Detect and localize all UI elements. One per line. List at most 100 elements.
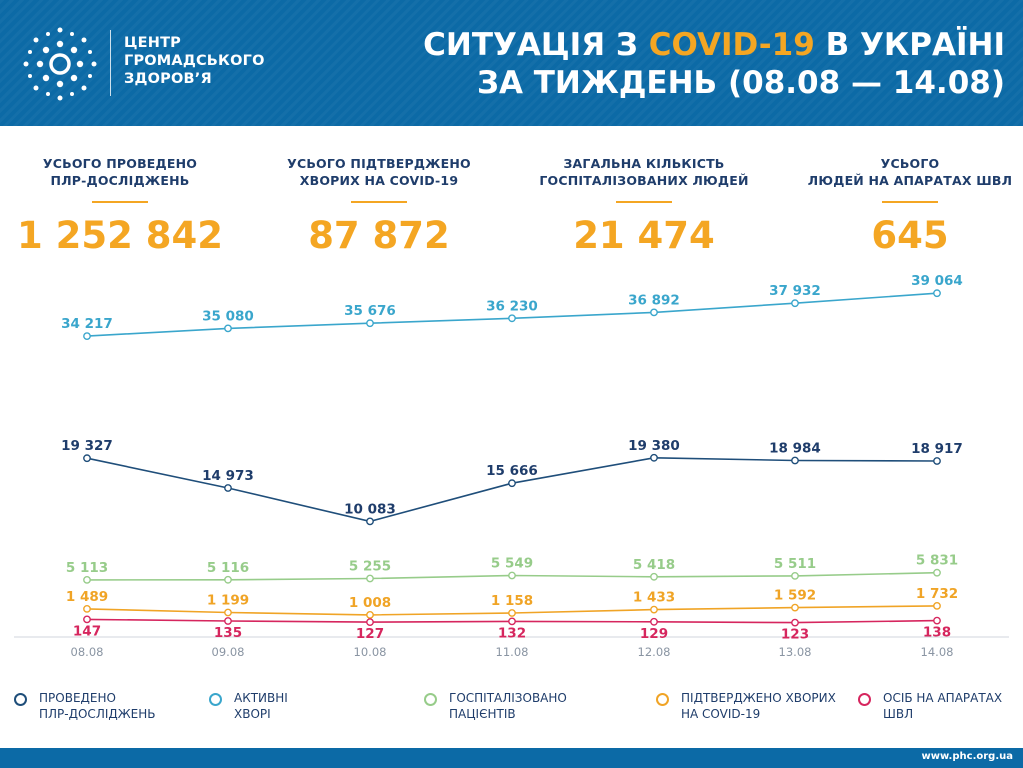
x-tick-label: 11.08	[496, 645, 529, 659]
x-axis-ticks: 08.08 09.08 10.08 11.08 12.08 13.08 14.08	[71, 645, 954, 659]
stat-divider	[616, 201, 672, 203]
data-label: 18 917	[911, 441, 963, 457]
stat-label-line: УСЬОГО ПРОВЕДЕНО	[42, 156, 198, 171]
data-point	[650, 572, 658, 581]
data-point	[650, 617, 658, 626]
legend-label-line: НА COVID-19	[681, 707, 761, 721]
title-accent: COVID-19	[648, 27, 815, 63]
stat-label-line: УСЬОГО ПІДТВЕРДЖЕНО	[287, 156, 471, 171]
legend-label: ОСІБ НА АПАРАТАХ ШВЛ	[883, 690, 1002, 722]
series-2: 5 113 5 116 5 255 5 549 5 418 5 511 5 831	[66, 553, 958, 584]
data-point	[224, 575, 232, 584]
stat-divider	[92, 201, 148, 203]
data-label: 37 932	[769, 283, 821, 299]
data-point	[791, 299, 799, 308]
legend-label-line: АКТИВНІ	[234, 691, 288, 705]
data-label: 35 676	[344, 303, 396, 319]
data-label: 1 732	[916, 586, 958, 602]
stat-hospitalized: ЗАГАЛЬНА КІЛЬКІСТЬ ГОСПІТАЛІЗОВАНИХ ЛЮДЕ…	[524, 155, 764, 257]
data-point	[83, 454, 91, 463]
data-label: 34 217	[61, 316, 113, 332]
legend-label-line: ПІДТВЕРДЖЕНО ХВОРИХ	[681, 691, 836, 705]
chart-series-group: 34 217 35 080 35 676 36 230 36 892 37 932 39 0…	[61, 273, 963, 642]
legend-marker-icon	[424, 693, 437, 706]
data-point	[650, 605, 658, 614]
legend-marker-icon	[858, 693, 871, 706]
stat-value: 1 252 842	[17, 214, 223, 257]
data-label: 138	[923, 625, 951, 641]
data-label: 1 592	[774, 588, 816, 604]
data-label: 39 064	[911, 273, 963, 289]
title-suffix: В УКРАЇНІ	[814, 27, 1005, 63]
header-banner: ЦЕНТР ГРОМАДСЬКОГО ЗДОРОВ’Я СИТУАЦІЯ З C…	[0, 0, 1023, 126]
data-label: 36 892	[628, 292, 680, 308]
legend-item-hospitalized: ГОСПІТАЛІЗОВАНО ПАЦІЄНТІВ	[424, 690, 567, 722]
legend-marker-icon	[209, 693, 222, 706]
data-label: 1 199	[207, 593, 249, 609]
org-name-line: ЦЕНТР	[124, 35, 182, 51]
data-label: 5 418	[633, 557, 675, 573]
data-label: 19 327	[61, 438, 113, 454]
data-point	[508, 571, 516, 580]
legend-item-confirmed: ПІДТВЕРДЖЕНО ХВОРИХ НА COVID-19	[656, 690, 836, 722]
stat-label: УСЬОГО ЛЮДЕЙ НА АПАРАТАХ ШВЛ	[790, 155, 1023, 191]
page-title: СИТУАЦІЯ З COVID-19 В УКРАЇНІ ЗА ТИЖДЕНЬ…	[423, 26, 1005, 102]
data-label: 5 116	[207, 560, 249, 576]
stat-label-line: ХВОРИХ НА COVID-19	[299, 173, 459, 188]
data-point	[366, 574, 374, 583]
legend-item-pcr-tests: ПРОВЕДЕНО ПЛР-ДОСЛІДЖЕНЬ	[14, 690, 156, 722]
stat-label: УСЬОГО ПРОВЕДЕНО ПЛР-ДОСЛІДЖЕНЬ	[0, 155, 240, 191]
data-point	[83, 615, 91, 624]
data-label: 15 666	[486, 463, 538, 479]
data-point	[508, 609, 516, 617]
stat-value: 21 474	[573, 214, 715, 257]
data-label: 5 831	[916, 553, 958, 569]
x-tick-label: 08.08	[71, 645, 104, 659]
org-name-line: ЗДОРОВ’Я	[124, 71, 212, 87]
legend-marker-icon	[656, 693, 669, 706]
data-point	[508, 479, 516, 488]
data-label: 135	[214, 625, 242, 641]
data-point	[366, 611, 374, 619]
stat-divider	[351, 201, 407, 203]
data-label: 1 008	[349, 595, 391, 611]
legend-item-ventilators: ОСІБ НА АПАРАТАХ ШВЛ	[858, 690, 1002, 722]
data-label: 123	[781, 627, 809, 643]
stat-value: 645	[871, 214, 949, 257]
data-point	[366, 618, 374, 626]
legend-label: ПІДТВЕРДЖЕНО ХВОРИХ НА COVID-19	[681, 690, 836, 722]
legend-label-line: ХВОРІ	[234, 707, 271, 721]
data-label: 35 080	[202, 308, 254, 324]
series-1: 19 327 14 973 10 083 15 666 19 380 18 984 18 9…	[61, 438, 963, 526]
stat-label-line: ПЛР-ДОСЛІДЖЕНЬ	[50, 173, 190, 188]
legend-label: ГОСПІТАЛІЗОВАНО ПАЦІЄНТІВ	[449, 690, 567, 722]
series-0: 34 217 35 080 35 676 36 230 36 892 37 932 39 0…	[61, 273, 963, 340]
data-point	[224, 608, 232, 617]
data-label: 5 113	[66, 560, 108, 576]
data-point	[366, 319, 374, 328]
data-point	[224, 617, 232, 625]
data-point	[83, 576, 91, 584]
data-label: 5 511	[774, 556, 816, 572]
data-point	[224, 484, 232, 492]
org-name-line: ГРОМАДСЬКОГО	[124, 53, 265, 69]
data-label: 132	[498, 625, 526, 641]
stat-label: ЗАГАЛЬНА КІЛЬКІСТЬ ГОСПІТАЛІЗОВАНИХ ЛЮДЕ…	[524, 155, 764, 191]
weekly-line-chart: 34 217 35 080 35 676 36 230 36 892 37 932 39 0…	[14, 273, 1009, 659]
legend-item-active-cases: АКТИВНІ ХВОРІ	[209, 690, 288, 722]
series-3: 1 489 1 199 1 008 1 158 1 433 1 592 1 732	[66, 586, 958, 619]
data-point	[933, 602, 941, 610]
data-label: 18 984	[769, 441, 821, 457]
data-point	[224, 324, 232, 333]
legend-label-line: ШВЛ	[883, 707, 914, 721]
data-point	[933, 568, 941, 577]
phc-logo-icon	[23, 27, 97, 101]
x-tick-label: 12.08	[638, 645, 671, 659]
legend-label: ПРОВЕДЕНО ПЛР-ДОСЛІДЖЕНЬ	[39, 690, 156, 722]
stat-confirmed-cases: УСЬОГО ПІДТВЕРДЖЕНО ХВОРИХ НА COVID-19 8…	[259, 155, 499, 257]
data-label: 1 158	[491, 593, 533, 609]
stat-label-line: УСЬОГО	[880, 156, 940, 171]
x-tick-label: 13.08	[779, 645, 812, 659]
org-name: ЦЕНТР ГРОМАДСЬКОГО ЗДОРОВ’Я	[124, 34, 265, 88]
website-link[interactable]: www.phc.org.ua	[921, 751, 1013, 762]
